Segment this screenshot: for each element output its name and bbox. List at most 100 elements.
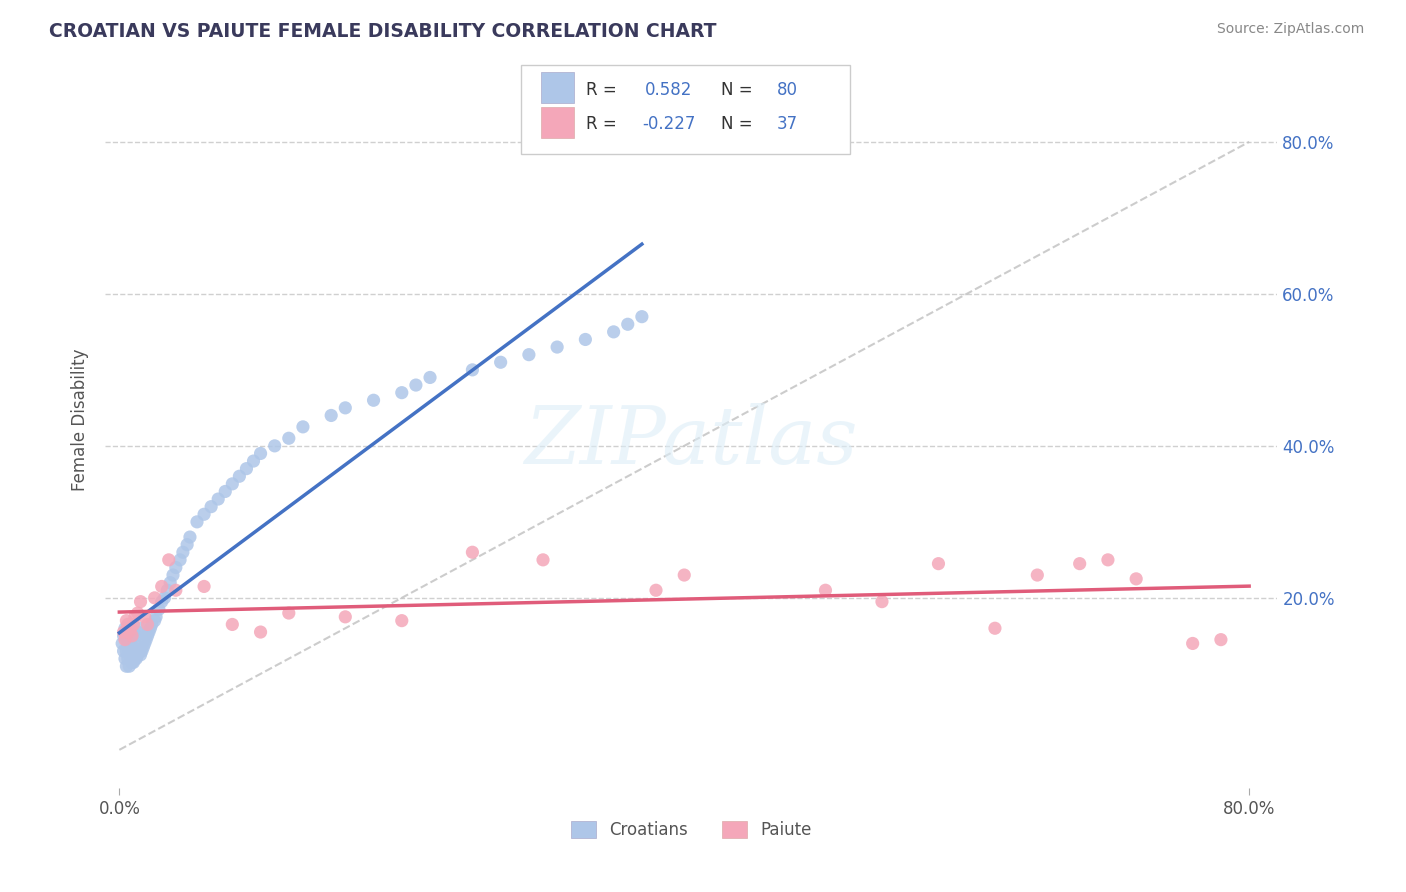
Point [419,370,441,384]
Point [114,632,136,647]
Point [461,545,484,559]
Point [200,500,222,514]
Point [112,644,135,658]
Point [1125,572,1147,586]
FancyBboxPatch shape [541,72,574,103]
Point [405,378,427,392]
Point [131,644,153,658]
Point [143,591,166,605]
Point [127,648,149,662]
Point [531,553,554,567]
Point [277,606,299,620]
Point [1026,568,1049,582]
Point [114,621,136,635]
Point [127,606,149,620]
Legend: Croatians, Paiute: Croatians, Paiute [565,814,818,846]
Point [118,629,141,643]
Point [139,621,162,635]
Point [172,545,194,559]
Point [207,491,229,506]
Text: R =: R = [586,81,621,99]
Point [277,431,299,445]
Point [165,583,187,598]
Point [616,318,638,332]
Point [115,659,138,673]
Point [1069,557,1091,571]
Point [125,651,148,665]
Point [134,636,156,650]
Point [115,629,138,643]
Text: 37: 37 [778,115,799,134]
Text: -0.227: -0.227 [643,115,696,134]
Text: Source: ZipAtlas.com: Source: ZipAtlas.com [1216,22,1364,37]
Point [153,591,176,605]
Point [117,621,139,635]
FancyBboxPatch shape [522,65,849,154]
Point [120,621,142,635]
Point [162,568,184,582]
Point [391,614,413,628]
Point [186,515,208,529]
Point [122,625,145,640]
Text: 0.582: 0.582 [644,81,692,99]
Point [221,476,243,491]
Point [120,621,142,635]
Point [249,625,271,640]
Point [111,636,134,650]
Point [1097,553,1119,567]
Point [141,617,163,632]
Point [122,617,145,632]
Point [115,614,138,628]
Point [115,644,138,658]
Point [121,656,143,670]
Point [128,644,150,658]
Point [193,579,215,593]
Point [125,629,148,643]
Point [132,640,155,655]
Point [135,632,157,647]
Point [118,659,141,673]
Point [291,420,314,434]
Point [117,636,139,650]
Point [214,484,236,499]
Point [145,610,167,624]
Point [121,629,143,643]
Point [489,355,512,369]
Point [546,340,568,354]
Point [134,610,156,624]
Point [118,644,141,658]
Point [150,594,173,608]
Point [114,651,136,665]
Point [124,636,146,650]
Point [335,401,357,415]
Point [984,621,1007,635]
Point [1209,632,1232,647]
Point [335,610,357,624]
Point [870,594,893,608]
Point [136,629,159,643]
Point [118,625,141,640]
Point [814,583,837,598]
Point [673,568,696,582]
Text: 80: 80 [778,81,797,99]
Text: N =: N = [721,81,758,99]
Point [169,553,191,567]
Point [574,333,596,347]
Point [176,538,198,552]
Point [122,656,145,670]
Text: CROATIAN VS PAIUTE FEMALE DISABILITY CORRELATION CHART: CROATIAN VS PAIUTE FEMALE DISABILITY COR… [49,22,717,41]
Point [148,602,170,616]
Point [235,461,257,475]
Point [127,625,149,640]
Point [143,614,166,628]
Point [461,363,484,377]
Point [517,348,540,362]
Point [117,617,139,632]
Point [391,385,413,400]
Point [120,651,142,665]
Point [321,409,343,423]
Point [193,508,215,522]
Point [631,310,654,324]
Point [157,553,180,567]
Point [112,625,135,640]
